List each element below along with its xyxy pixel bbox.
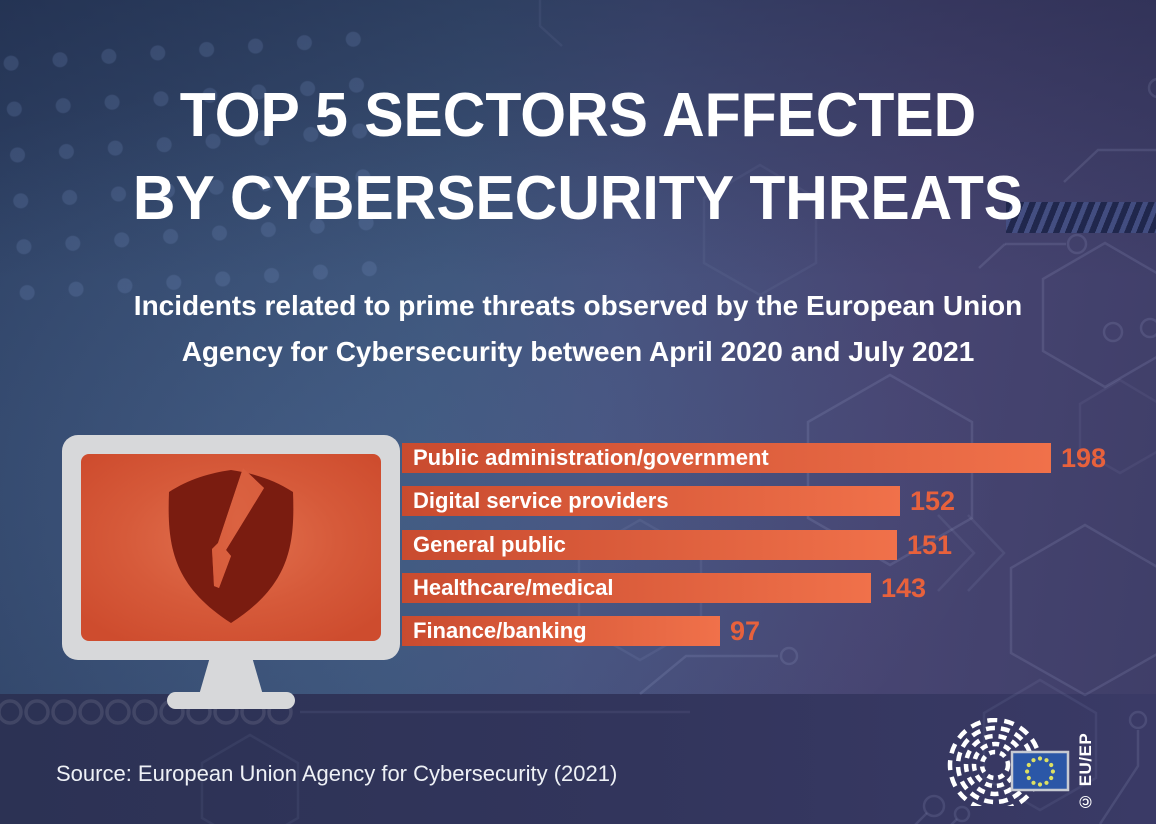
bar: General public [402, 530, 897, 560]
bottom-band [0, 694, 1156, 824]
copyright-credit: © EU/EP [1076, 732, 1095, 812]
bar-value: 97 [730, 615, 761, 646]
bar-value: 151 [907, 529, 953, 560]
european-parliament-logo [947, 718, 1070, 806]
eu-flag-icon [1010, 750, 1070, 792]
subtitle-line-2: Agency for Cybersecurity between April 2… [181, 336, 975, 367]
title-line-1: TOP 5 SECTORS AFFECTED [179, 81, 977, 150]
bar-value: 198 [1061, 442, 1107, 473]
source-text: Source: European Union Agency for Cybers… [56, 761, 618, 786]
bar: Public administration/government [402, 443, 1051, 473]
bar-label: General public [413, 532, 566, 557]
bar: Digital service providers [402, 486, 900, 516]
bar-row: Finance/banking 97 [402, 616, 760, 646]
bar-label: Digital service providers [413, 488, 669, 513]
bar-label: Finance/banking [413, 618, 587, 643]
bar: Healthcare/medical [402, 573, 871, 603]
page-title: TOP 5 SECTORS AFFECTED BY CYBERSECURITY … [29, 74, 1127, 240]
bar-value: 152 [910, 485, 956, 516]
bar: Finance/banking [402, 616, 720, 646]
monitor-broken-shield-icon [62, 435, 400, 709]
hatched-band-decoration [1006, 202, 1156, 233]
bar-row: Healthcare/medical 143 [402, 573, 926, 603]
title-line-2: BY CYBERSECURITY THREATS [132, 164, 1024, 233]
bar-row: Digital service providers 152 [402, 486, 955, 516]
bar-chart: Public administration/government 198 Digit… [402, 443, 1156, 653]
bar-value: 143 [881, 572, 927, 603]
bar-row: Public administration/government 198 [402, 443, 1106, 473]
subtitle-line-1: Incidents related to prime threats obser… [133, 290, 1023, 321]
page-subtitle: Incidents related to prime threats obser… [0, 283, 1156, 375]
bar-label: Healthcare/medical [413, 575, 614, 600]
bar-label: Public administration/government [413, 445, 769, 470]
broken-shield-icon [168, 468, 294, 623]
bar-row: General public 151 [402, 530, 952, 560]
